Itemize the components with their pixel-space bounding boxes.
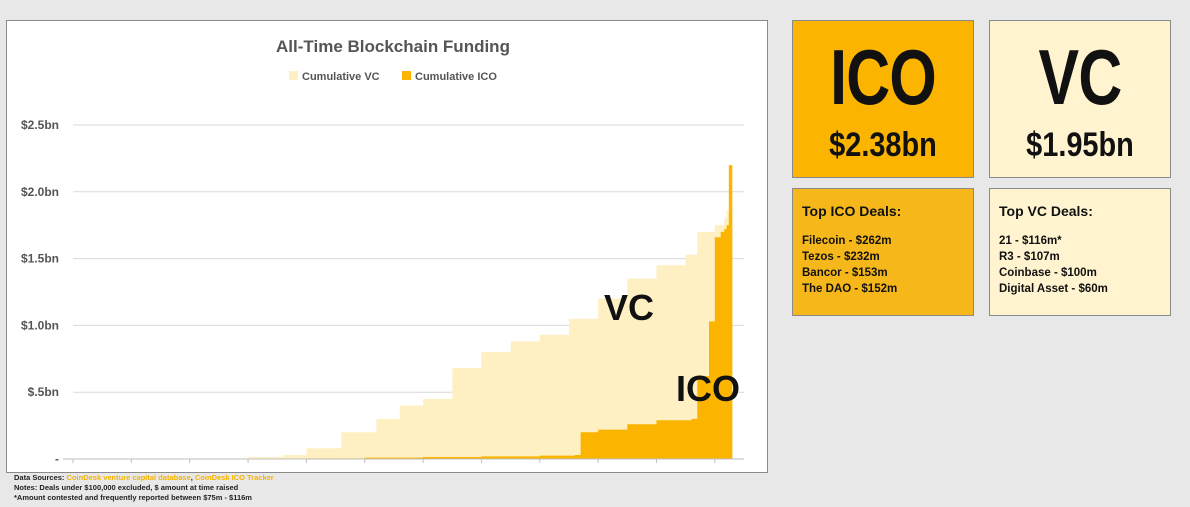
y-tick-label: $1.0bn	[21, 318, 59, 332]
source-link-ico-tracker[interactable]: CoinDesk ICO Tracker	[194, 473, 274, 482]
blockchain-funding-chart: All-Time Blockchain Funding Cumulative V…	[21, 37, 744, 472]
annotation-ico: ICO	[676, 368, 740, 409]
ico-deal-item: Bancor - $153m	[802, 267, 888, 279]
top-vc-deals-box: Top VC Deals: 21 - $116m* R3 - $107m Coi…	[989, 188, 1171, 316]
data-sources-label: Data Sources:	[14, 473, 65, 482]
source-separator: ,	[190, 473, 195, 482]
y-tick-label: $2.0bn	[21, 185, 59, 199]
y-tick-labels: - $.5bn $1.0bn $1.5bn $2.0bn $2.5bn	[21, 118, 59, 466]
x-tick-label: Jul-12	[114, 470, 149, 472]
vc-deal-item: Coinbase - $100m	[999, 267, 1097, 279]
x-tick-label: Jan-14	[287, 470, 325, 472]
x-tick-label: Jan-16	[521, 470, 559, 472]
y-tick-label: -	[55, 452, 59, 466]
ico-deal-item: Tezos - $232m	[802, 251, 880, 263]
x-tick-label: Jul-14	[347, 470, 382, 472]
x-tick-label: Jan-17	[637, 470, 675, 472]
note-exclusions: Notes: Deals under $100,000 excluded, $ …	[14, 483, 239, 492]
x-tick-label: Jul-16	[581, 470, 616, 472]
legend-swatch-cumulative-ico	[402, 71, 411, 80]
ico-summary-value: $2.38bn	[829, 126, 937, 164]
data-sources-line: Data Sources: CoinDesk venture capital d…	[14, 473, 774, 483]
top-vc-deals-title: Top VC Deals:	[999, 203, 1093, 219]
y-tick-label: $1.5bn	[21, 252, 59, 266]
source-link-venture-capital-database[interactable]: CoinDesk venture capital database	[66, 473, 191, 482]
vc-deal-item: 21 - $116m*	[999, 235, 1062, 247]
vc-deal-item: R3 - $107m	[999, 251, 1060, 263]
chart-panel: All-Time Blockchain Funding Cumulative V…	[6, 20, 768, 473]
y-tick-label: $.5bn	[28, 385, 59, 399]
ico-summary-title: ICO	[830, 33, 937, 121]
top-ico-deals-box: Top ICO Deals: Filecoin - $262m Tezos - …	[792, 188, 974, 316]
chart-title: All-Time Blockchain Funding	[276, 37, 510, 56]
ico-deal-item: The DAO - $152m	[802, 283, 898, 295]
area-series	[73, 141, 733, 460]
note-amount-contested: *Amount contested and frequently reporte…	[14, 493, 252, 502]
vc-summary-box: VC $1.95bn	[989, 20, 1171, 178]
vc-deal-item: Digital Asset - $60m	[999, 283, 1108, 295]
x-tick-label: Jan-12	[54, 470, 92, 472]
x-tick-label: Jul-13	[231, 470, 266, 472]
ico-deal-item: Filecoin - $262m	[802, 235, 892, 247]
vc-summary-title: VC	[1038, 33, 1123, 121]
legend-label-cumulative-vc: Cumulative VC	[302, 71, 380, 83]
x-tick-label: Jul-15	[464, 470, 499, 472]
top-ico-deals-title: Top ICO Deals:	[802, 203, 902, 219]
x-tick-label: Jan-13	[171, 470, 209, 472]
x-tick-labels: Jan-12 Jul-12 Jan-13 Jul-13 Jan-14 Jul-14 Jan-…	[54, 470, 733, 472]
ico-summary-box: ICO $2.38bn	[792, 20, 974, 178]
annotation-vc: VC	[604, 287, 654, 328]
vc-summary-value: $1.95bn	[1026, 126, 1134, 164]
x-tick-label: Jul-17	[697, 470, 732, 472]
chart-legend: Cumulative VC Cumulative ICO	[289, 71, 497, 83]
footnotes: Data Sources: CoinDesk venture capital d…	[14, 473, 774, 503]
area-cumulative-ico	[73, 141, 733, 460]
x-tick-label: Jan-15	[404, 470, 442, 472]
legend-label-cumulative-ico: Cumulative ICO	[415, 71, 497, 83]
y-tick-label: $2.5bn	[21, 118, 59, 132]
axes	[63, 458, 744, 463]
legend-swatch-cumulative-vc	[289, 71, 298, 80]
area-cumulative-vc	[73, 198, 733, 460]
